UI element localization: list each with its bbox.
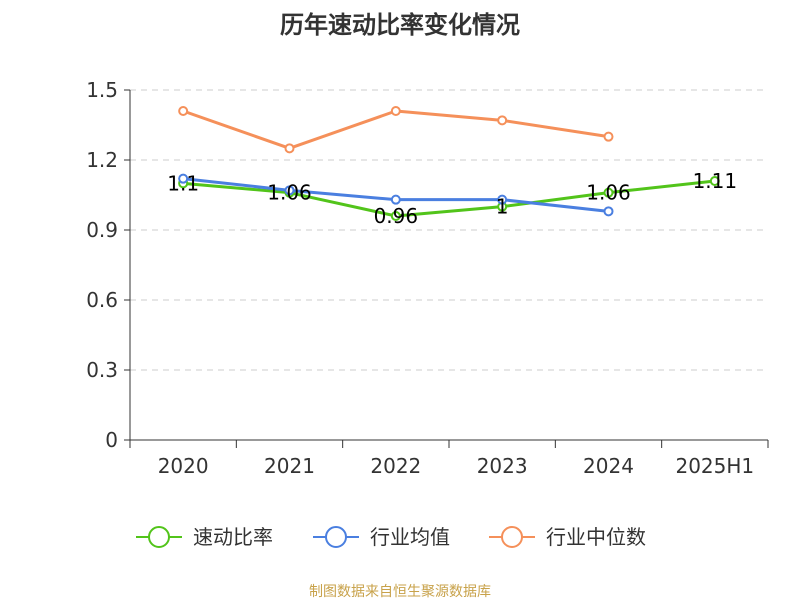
data-point-marker [497, 115, 508, 126]
legend-marker [148, 526, 170, 548]
data-point-marker [709, 176, 720, 186]
y-tick-label: 1.5 [86, 78, 118, 102]
data-label: 1 [496, 195, 509, 219]
data-point-marker [178, 173, 189, 184]
x-tick-label: 2020 [158, 454, 209, 478]
x-tick-label: 2023 [477, 454, 528, 478]
data-point-marker [603, 206, 614, 217]
data-point-marker [390, 106, 401, 116]
x-tick-label: 2024 [583, 454, 634, 478]
y-tick-label: 1.2 [86, 148, 118, 172]
y-tick-label: 0.6 [86, 288, 118, 312]
axes: 0 0.3 0.6 0.9 1.2 1.5 2020 2021 2022 2023 2024 2025… [86, 78, 769, 478]
data-point-marker [390, 211, 401, 221]
source-note: 制图数据来自恒生聚源数据库 [309, 584, 491, 600]
x-tick-label: 2022 [370, 454, 421, 478]
legend-label: 行业中位数 [546, 525, 646, 549]
series-line-1 [183, 179, 715, 218]
data-label: 1.1 [167, 171, 199, 195]
y-tick-label: 0 [105, 428, 118, 452]
data-point-marker [390, 194, 401, 205]
chart-title: 历年速动比率变化情况 [280, 11, 520, 39]
data-point-marker [284, 185, 295, 196]
legend: 速动比率 行业均值 行业中位数 [136, 525, 646, 549]
data-label: 1.06 [586, 181, 631, 205]
x-tick-label: 2025H1 [675, 454, 754, 478]
data-label: 1.11 [693, 169, 738, 193]
legend-label: 速动比率 [193, 525, 273, 549]
data-labels: 1.1 1.06 0.96 1 1.06 1.11 [167, 169, 737, 228]
legend-marker [501, 526, 523, 548]
data-label: 1.06 [267, 181, 312, 205]
series-line-3 [182, 109, 609, 150]
y-tick-label: 0.3 [86, 358, 118, 382]
data-point-marker [497, 194, 508, 205]
data-point-marker [603, 187, 614, 198]
data-point-marker [178, 106, 189, 116]
x-tick-label: 2021 [264, 454, 315, 478]
y-tick-label: 0.9 [86, 218, 118, 242]
legend-label: 行业均值 [370, 525, 450, 549]
data-point-marker [603, 131, 614, 142]
legend-marker [325, 526, 347, 548]
series-layer [178, 106, 720, 221]
data-point-marker [284, 143, 295, 154]
data-label: 0.96 [374, 204, 419, 228]
grid [130, 89, 768, 371]
